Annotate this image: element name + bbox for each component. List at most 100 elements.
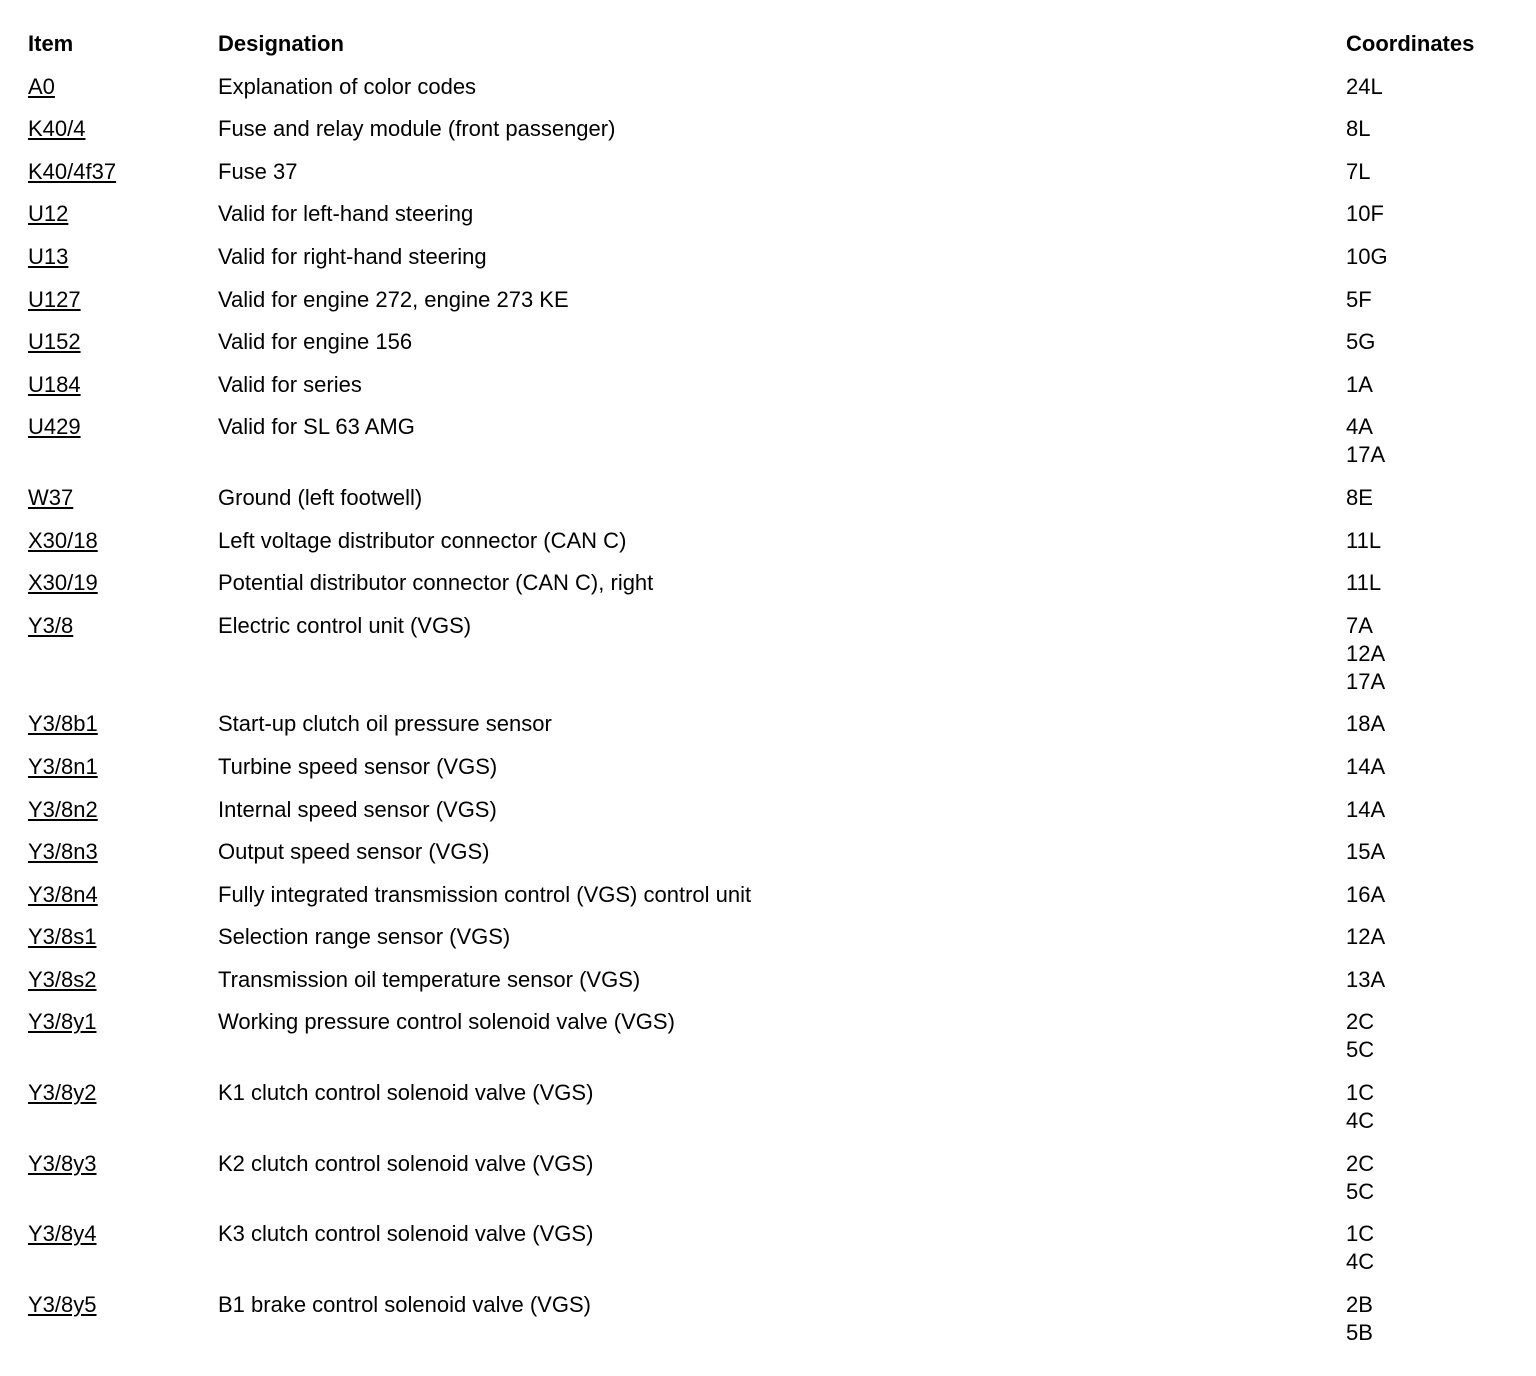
coordinate: 1A	[1346, 371, 1373, 397]
item-cell: Y3/8s2	[28, 966, 97, 994]
designation: Valid for right-hand steering	[218, 243, 487, 269]
designation: Fuse and relay module (front passenger)	[218, 116, 616, 142]
coordinate: 15A	[1346, 839, 1386, 865]
designation: Selection range sensor (VGS)	[218, 924, 511, 950]
coordinates-cell: 11L	[1346, 527, 1536, 555]
item-link[interactable]: X30/19	[28, 570, 98, 596]
table-row: Y3/8y2 K1 clutch control solenoid valve (…	[0, 1079, 1536, 1135]
coordinate: 14A	[1346, 796, 1386, 822]
header-coordinates: Coordinates	[1346, 31, 1475, 56]
coordinates-cell: 5G	[1346, 328, 1536, 356]
item-link[interactable]: U429	[28, 414, 81, 440]
item-cell: U12	[28, 200, 68, 228]
item-link[interactable]: Y3/8n1	[28, 753, 98, 779]
item-cell: W37	[28, 484, 73, 512]
table-row: Y3/8s2 Transmission oil temperature senso…	[0, 966, 1536, 994]
item-link[interactable]: Y3/8y4	[28, 1221, 97, 1247]
table-row: Y3/8n4 Fully integrated transmission cont…	[0, 881, 1536, 909]
coordinates-cell: 10G	[1346, 243, 1536, 271]
item-link[interactable]: Y3/8b1	[28, 711, 98, 737]
designation: Valid for SL 63 AMG	[218, 414, 415, 440]
item-link[interactable]: Y3/8y2	[28, 1080, 97, 1106]
item-cell: A0	[28, 73, 55, 101]
designation: Valid for left-hand steering	[218, 201, 474, 227]
document: Item Designation Coordinates A0 Explanati…	[0, 30, 1536, 1347]
item-cell: Y3/8s1	[28, 923, 97, 951]
coordinate: 5C	[1346, 1037, 1375, 1063]
item-cell: U152	[28, 328, 81, 356]
item-link[interactable]: U13	[28, 243, 69, 269]
coordinates-cell: 12A	[1346, 923, 1536, 951]
coordinate: 5G	[1346, 329, 1376, 355]
coordinate: 10F	[1346, 201, 1384, 227]
item-cell: Y3/8n1	[28, 753, 98, 781]
item-cell: Y3/8n3	[28, 838, 98, 866]
designation: Valid for series	[218, 371, 362, 397]
coordinates-cell: 1C 4C	[1346, 1079, 1536, 1135]
table-row: Y3/8y3 K2 clutch control solenoid valve (…	[0, 1150, 1536, 1206]
item-link[interactable]: X30/18	[28, 527, 98, 553]
coordinates-cell: 2C 5C	[1346, 1150, 1536, 1206]
item-cell: Y3/8y2	[28, 1079, 97, 1107]
item-link[interactable]: A0	[28, 73, 55, 99]
item-link[interactable]: Y3/8	[28, 612, 74, 638]
designation: B1 brake control solenoid valve (VGS)	[218, 1291, 591, 1317]
item-cell: Y3/8y5	[28, 1291, 97, 1319]
coordinate: 13A	[1346, 966, 1386, 992]
coordinates-cell: 15A	[1346, 838, 1536, 866]
coordinate: 4C	[1346, 1249, 1375, 1275]
designation: Explanation of color codes	[218, 73, 477, 99]
coordinates-cell: 24L	[1346, 73, 1536, 101]
coordinates-cell: 7A 12A 17A	[1346, 612, 1536, 696]
coordinates-cell: 10F	[1346, 200, 1536, 228]
coordinate: 5B	[1346, 1319, 1373, 1345]
item-link[interactable]: Y3/8n2	[28, 796, 98, 822]
item-cell: Y3/8y4	[28, 1220, 97, 1248]
table-row: A0 Explanation of color codes 24L	[0, 73, 1536, 101]
item-link[interactable]: Y3/8s2	[28, 966, 97, 992]
header-row: Item Designation Coordinates	[0, 30, 1536, 58]
coordinates-cell: 2B 5B	[1346, 1291, 1536, 1347]
coordinates-cell: 2C 5C	[1346, 1008, 1536, 1064]
table-row: Y3/8y5 B1 brake control solenoid valve (V…	[0, 1291, 1536, 1347]
designation: Start-up clutch oil pressure sensor	[218, 711, 552, 737]
item-cell: Y3/8b1	[28, 710, 98, 738]
item-link[interactable]: K40/4	[28, 116, 86, 142]
coordinate: 2C	[1346, 1150, 1375, 1176]
item-cell: K40/4	[28, 115, 86, 143]
table-row: U127 Valid for engine 272, engine 273 KE 5…	[0, 286, 1536, 314]
item-link[interactable]: Y3/8s1	[28, 924, 97, 950]
table-row: Y3/8n2 Internal speed sensor (VGS) 14A	[0, 796, 1536, 824]
item-cell: Y3/8n4	[28, 881, 98, 909]
item-link[interactable]: U184	[28, 371, 81, 397]
coordinate: 16A	[1346, 881, 1386, 907]
coordinate: 1C	[1346, 1221, 1375, 1247]
coordinates-cell: 5F	[1346, 286, 1536, 314]
item-link[interactable]: Y3/8n3	[28, 839, 98, 865]
table-row: U429 Valid for SL 63 AMG 4A 17A	[0, 413, 1536, 469]
item-cell: U429	[28, 413, 81, 441]
item-link[interactable]: U12	[28, 201, 69, 227]
header-designation: Designation	[218, 31, 344, 56]
designation: Working pressure control solenoid valve …	[218, 1009, 675, 1035]
coordinate: 7L	[1346, 158, 1371, 184]
item-link[interactable]: Y3/8y3	[28, 1150, 97, 1176]
designation: K1 clutch control solenoid valve (VGS)	[218, 1080, 594, 1106]
coordinate: 8E	[1346, 484, 1373, 510]
item-link[interactable]: U152	[28, 329, 81, 355]
item-cell: Y3/8y3	[28, 1150, 97, 1178]
item-link[interactable]: U127	[28, 286, 81, 312]
item-link[interactable]: K40/4f37	[28, 158, 117, 184]
item-cell: Y3/8	[28, 612, 73, 640]
item-link[interactable]: W37	[28, 484, 74, 510]
table-row: K40/4f37 Fuse 37 7L	[0, 158, 1536, 186]
coordinate: 5F	[1346, 286, 1372, 312]
item-cell: Y3/8y1	[28, 1008, 97, 1036]
item-link[interactable]: Y3/8n4	[28, 881, 98, 907]
item-cell: U13	[28, 243, 68, 271]
item-link[interactable]: Y3/8y5	[28, 1291, 97, 1317]
item-link[interactable]: Y3/8y1	[28, 1009, 97, 1035]
item-cell: X30/18	[28, 527, 98, 555]
designation: Output speed sensor (VGS)	[218, 839, 490, 865]
